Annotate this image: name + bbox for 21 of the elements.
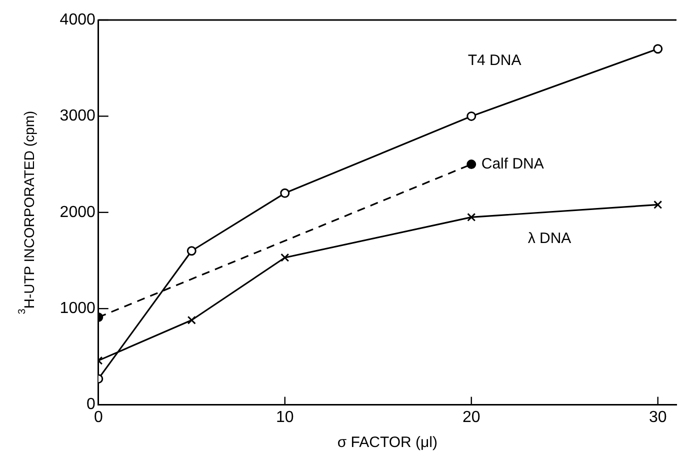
- y-axis-title: 3H-UTP INCORPORATED (cpm): [16, 110, 37, 314]
- x-tick-label: 20: [462, 408, 480, 426]
- y-tick-label: 0: [86, 396, 96, 414]
- point: [466, 111, 476, 121]
- x-tick-label: 30: [648, 408, 667, 426]
- point: [280, 188, 290, 198]
- point: [186, 246, 196, 256]
- point: [653, 44, 663, 54]
- point: [467, 212, 476, 222]
- series-label: Calf DNA: [481, 155, 544, 172]
- y-tick-label: 3000: [60, 108, 96, 125]
- y-tick-label: 1000: [60, 300, 96, 318]
- series-label: λ DNA: [528, 230, 572, 247]
- x-tick-label: 10: [276, 408, 294, 426]
- point: [280, 253, 290, 262]
- point: [654, 200, 662, 209]
- y-tick-label: 2000: [60, 204, 96, 221]
- x-axis-title: σ FACTOR (μl): [337, 434, 438, 452]
- series-label: T4 DNA: [468, 52, 522, 69]
- y-tick-label: 4000: [60, 11, 96, 28]
- point: [187, 316, 196, 324]
